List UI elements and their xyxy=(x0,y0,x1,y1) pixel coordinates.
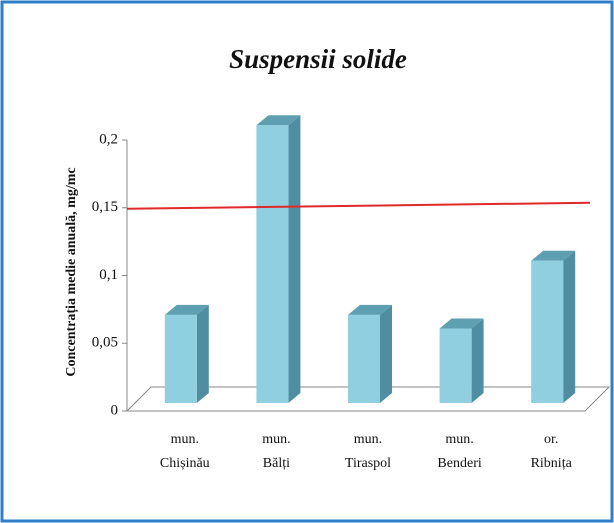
bar-side xyxy=(563,250,576,403)
bar xyxy=(348,304,392,403)
bar-front xyxy=(439,328,472,403)
bar-front xyxy=(164,314,197,403)
bar-side xyxy=(471,318,484,403)
x-tick-label-line: mun. xyxy=(262,432,290,447)
bar-front xyxy=(531,260,564,403)
bar xyxy=(439,318,484,403)
bar xyxy=(164,304,209,403)
x-tick-label-line: mun. xyxy=(171,432,199,447)
bar xyxy=(256,115,301,403)
bar-side xyxy=(380,304,392,403)
x-tick-label: mun. Chișinău xyxy=(160,432,210,471)
y-tick-label: 0,15 xyxy=(92,199,118,215)
x-tick-label: mun. Tiraspol xyxy=(345,432,391,471)
y-tick-label: 0,2 xyxy=(99,131,118,147)
bar-top xyxy=(348,304,392,315)
bar-front xyxy=(256,125,289,403)
x-tick-label-line: Chișinău xyxy=(160,456,210,471)
y-tick-label: 0 xyxy=(111,402,119,418)
y-tick-label: 0,1 xyxy=(99,267,118,283)
reference-line xyxy=(126,201,591,210)
x-tick-label-line: Tiraspol xyxy=(345,456,391,471)
bar xyxy=(531,250,576,403)
bar-top xyxy=(164,304,209,315)
bar-side xyxy=(196,304,209,403)
x-tick-label-line: mun. xyxy=(354,432,382,447)
bar-side xyxy=(288,115,301,403)
x-tick-label: or. Ribnița xyxy=(531,432,573,471)
chart-title: Suspensii solide xyxy=(229,44,407,74)
x-tick-label-line: or. xyxy=(544,432,558,447)
x-tick-label: mun. Benderi xyxy=(437,432,481,471)
y-tick-label: 0,05 xyxy=(92,335,118,351)
bar-front xyxy=(348,314,380,403)
x-tick-label-line: mun. xyxy=(445,432,473,447)
x-tick-label: mun. Bălți xyxy=(262,432,290,471)
bar-top xyxy=(256,115,301,126)
bar-top xyxy=(531,250,576,261)
x-tick-label-line: Benderi xyxy=(437,456,481,471)
x-tick-label-line: Bălți xyxy=(263,456,290,471)
bar-top xyxy=(439,318,484,329)
x-tick-label-line: Ribnița xyxy=(531,456,573,471)
y-axis-label: Concentrația medie anuală, mg/mc xyxy=(64,167,79,376)
